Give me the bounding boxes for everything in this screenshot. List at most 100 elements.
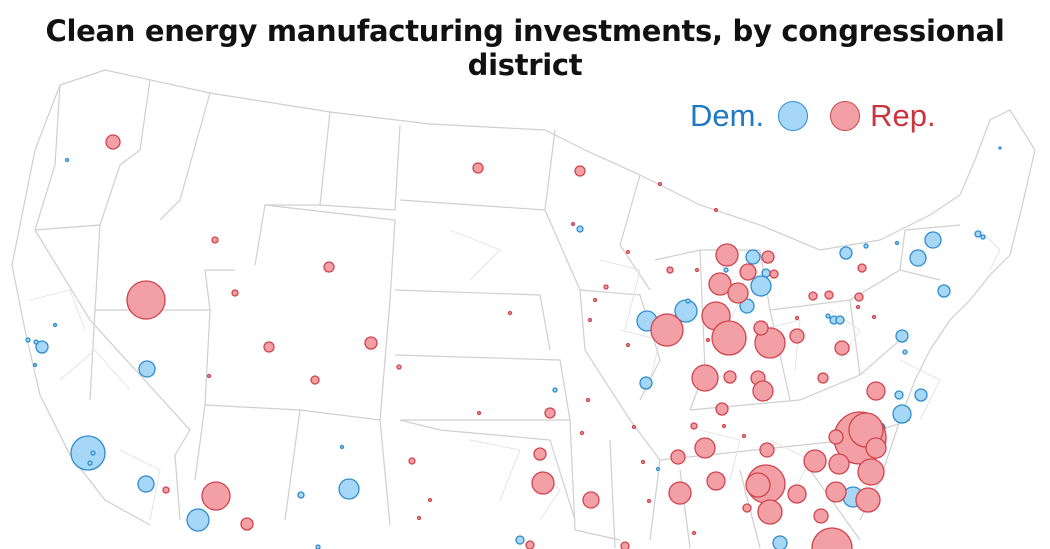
rep-district-bubble [739,263,757,281]
rep-district-bubble [408,457,416,465]
rep-district-bubble [592,297,598,303]
rep-district-bubble [396,364,402,370]
rep-district-bubble [713,207,719,213]
rep-district-bubble [789,328,805,344]
dem-district-bubble [90,450,96,456]
dem-district-bubble [974,230,982,238]
rep-district-bubble [794,315,800,321]
dem-district-bubble [32,362,38,368]
rep-district-bubble [857,458,885,486]
dem-district-bubble [552,387,558,393]
rep-district-bubble [741,433,747,439]
dem-district-bubble [639,376,653,390]
legend-rep-label: Rep. [870,98,936,133]
dem-district-bubble [315,544,321,549]
rep-district-bubble [857,263,867,273]
rep-district-bubble [585,397,591,403]
rep-district-bubble [533,447,547,461]
rep-district-bubble [834,340,850,356]
rep-district-bubble [828,429,844,445]
dem-district-bubble [863,243,869,249]
dem-district-bubble [892,404,912,424]
dem-district-bubble [980,234,986,240]
rep-district-bubble [745,472,771,498]
rep-district-bubble [691,364,719,392]
dem-district-bubble [70,435,106,471]
dem-district-bubble [902,349,908,355]
rep-district-bubble [866,381,886,401]
rep-district-bubble [668,481,692,505]
dem-district-bubble [750,275,772,297]
rep-district-bubble [721,423,727,429]
rep-district-bubble [752,380,774,402]
legend-dem-circle [778,101,809,131]
dem-district-bubble [685,298,691,304]
dem-district-bubble [924,231,942,249]
rep-district-bubble [310,375,320,385]
dem-district-bubble [64,157,70,163]
rep-district-bubble [705,337,711,343]
rep-district-bubble [476,410,482,416]
dem-district-bubble [894,240,900,246]
dem-district-bubble [186,508,210,532]
rep-district-bubble [603,284,609,290]
rep-district-bubble [824,290,834,300]
dem-district-bubble [914,388,928,402]
dem-district-bubble [835,315,845,325]
rep-district-bubble [201,481,231,511]
rep-district-bubble [472,162,484,174]
rep-district-bubble [625,342,631,348]
rep-district-bubble [865,437,887,459]
dem-district-bubble [825,313,831,319]
rep-district-bubble [525,540,535,549]
dem-district-bubble [839,246,853,260]
dem-district-bubble [761,268,771,278]
dem-district-bubble [515,535,525,545]
rep-district-bubble [854,292,864,302]
dem-district-bubble [137,475,155,493]
rep-district-bubble [811,527,853,549]
dem-district-bubble [655,466,661,472]
rep-district-bubble [263,341,275,353]
rep-district-bubble [711,320,747,356]
rep-district-bubble [715,243,739,267]
rep-district-bubble [803,449,827,473]
rep-district-bubble [162,486,170,494]
rep-district-bubble [706,471,726,491]
rep-district-bubble [657,181,663,187]
rep-district-bubble [855,487,881,513]
rep-district-bubble [211,236,219,244]
dem-district-bubble [909,249,927,267]
rep-district-bubble [753,320,769,336]
rep-district-bubble [727,282,749,304]
rep-district-bubble [416,515,422,521]
rep-district-bubble [323,261,335,273]
rep-district-bubble [694,267,700,273]
rep-district-bubble [544,407,556,419]
rep-district-bubble [105,134,121,150]
rep-district-bubble [574,165,586,177]
rep-district-bubble [640,459,646,465]
rep-district-bubble [206,373,212,379]
rep-district-bubble [646,498,652,504]
rep-district-bubble [507,310,513,316]
rep-district-bubble [650,313,684,347]
rep-district-bubble [579,430,585,436]
rep-district-bubble [531,471,555,495]
rep-district-bubble [690,422,698,430]
legend-dem-label: Dem. [690,98,765,133]
dem-district-bubble [998,146,1002,150]
rep-district-bubble [787,484,807,504]
investment-bubbles [25,134,1002,549]
rep-district-bubble [631,424,637,430]
dem-district-bubble [35,340,49,354]
dem-district-bubble [894,390,904,400]
dem-district-bubble [138,360,156,378]
dem-district-bubble [576,225,584,233]
rep-district-bubble [620,541,630,549]
district-boundaries [29,229,1001,521]
dem-district-bubble [772,535,788,549]
rep-district-bubble [666,266,674,274]
rep-district-bubble [240,517,254,531]
